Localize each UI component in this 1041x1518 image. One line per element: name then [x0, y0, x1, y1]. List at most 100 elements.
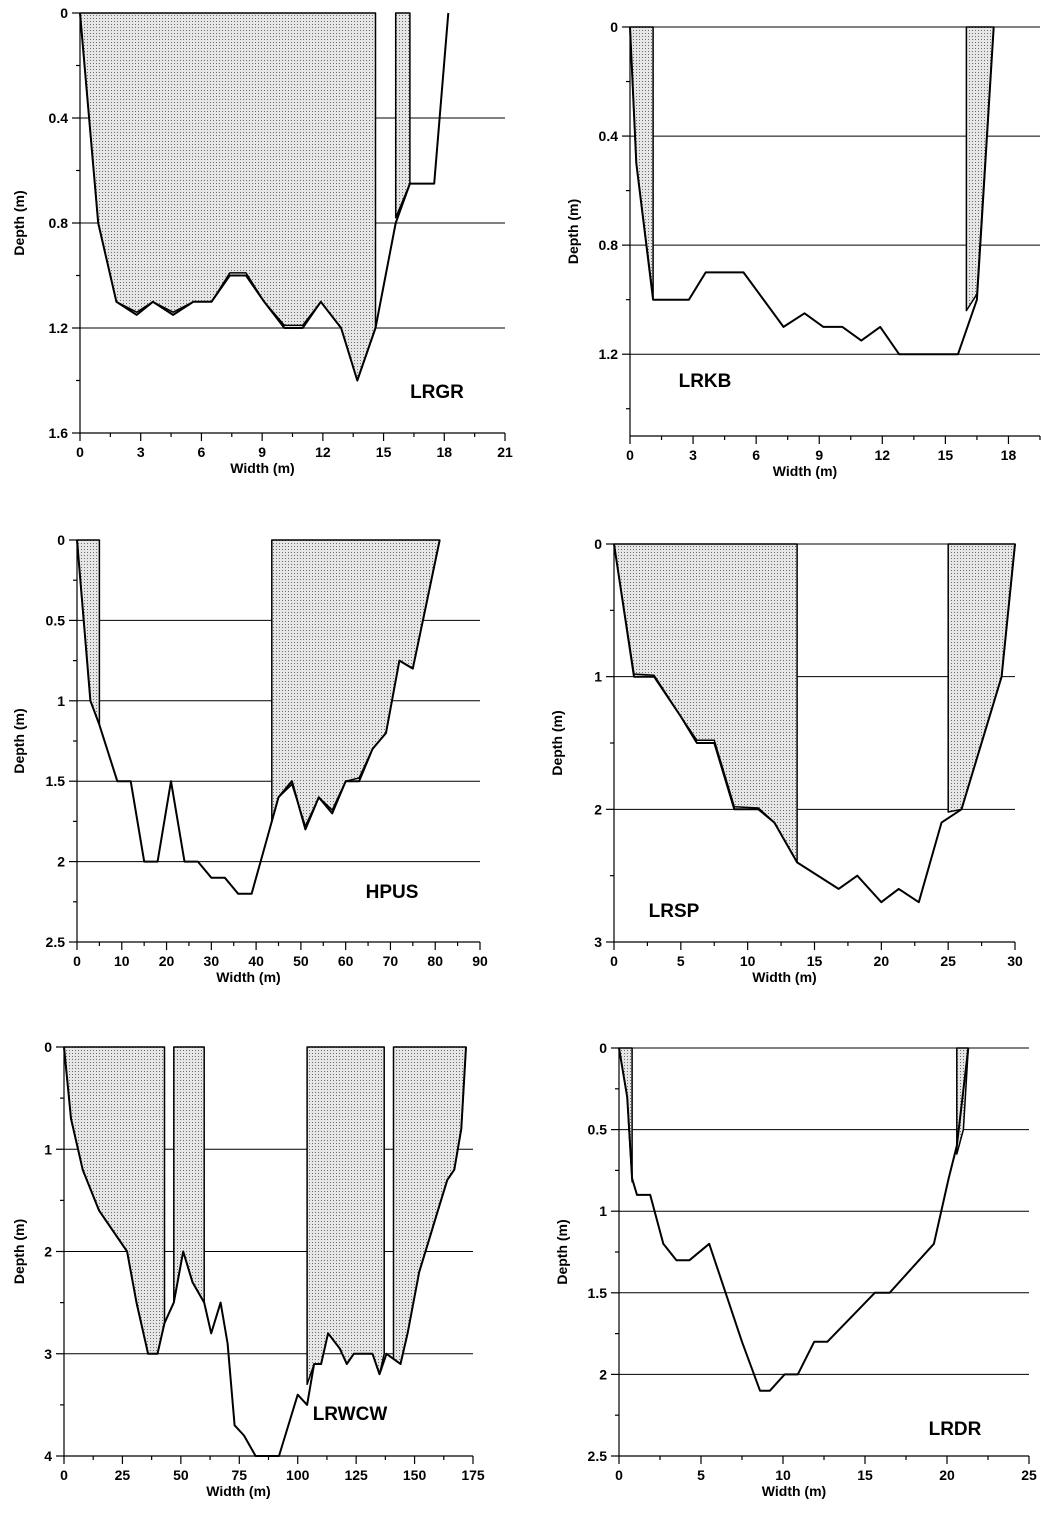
- x-tick-label: 15: [938, 447, 954, 463]
- x-tick-label: 50: [293, 953, 309, 969]
- x-tick-label: 15: [857, 1467, 873, 1483]
- x-tick-label: 6: [198, 444, 206, 460]
- x-tick-label: 15: [376, 444, 392, 460]
- shaded-region-2: [271, 539, 441, 827]
- x-tick-label: 60: [338, 953, 354, 969]
- x-tick-label: 9: [258, 444, 266, 460]
- shaded-region-2: [173, 1046, 205, 1304]
- y-tick-label: 3: [594, 934, 602, 950]
- panel-label: LRDR: [929, 1419, 982, 1440]
- x-tick-label: 3: [689, 447, 697, 463]
- x-tick-label: 20: [874, 953, 890, 969]
- x-tick-label: 20: [939, 1467, 955, 1483]
- x-tick-label: 100: [286, 1467, 310, 1483]
- y-axis-title: Depth (m): [11, 1219, 27, 1284]
- shaded-region-1: [79, 12, 377, 382]
- x-tick-label: 18: [1001, 447, 1017, 463]
- panel-hpus: 0 0.5 1 1.5 2 2.5 0 10 20 30 40 50 60 70 80 90 Width (m)…: [11, 532, 488, 985]
- y-tick-label: 2.5: [588, 1448, 608, 1464]
- x-tick-label: 0: [626, 447, 634, 463]
- y-tick-label: 2: [599, 1366, 607, 1382]
- shaded-region-2: [965, 26, 995, 312]
- y-axis-title: Depth (m): [554, 1219, 570, 1284]
- x-tick-label: 150: [403, 1467, 427, 1483]
- panel-label: LRGR: [410, 382, 464, 403]
- x-tick-label: 0: [76, 444, 84, 460]
- y-tick-label: 1: [44, 1141, 52, 1157]
- shaded-region-1: [613, 543, 798, 864]
- bed-profile-line: [613, 543, 1016, 904]
- bed-profile-line: [63, 1046, 467, 1457]
- y-tick-label: 1.5: [588, 1285, 608, 1301]
- x-tick-label: 12: [315, 444, 331, 460]
- y-tick-label: 0: [599, 1040, 607, 1056]
- x-axis-title: Width (m): [773, 463, 837, 479]
- y-tick-label: 1.2: [49, 320, 69, 336]
- y-tick-label: 1: [594, 669, 602, 685]
- x-axis-title: Width (m): [206, 1483, 270, 1499]
- x-tick-label: 40: [248, 953, 264, 969]
- panel-lrkb: 0 0.4 0.8 1.2 0 3 6 9 12 15 18 Width (m) Depth (m) LR…: [565, 19, 1041, 479]
- x-tick-label: 30: [1007, 953, 1023, 969]
- y-tick-label: 1.2: [599, 346, 619, 362]
- y-tick-label: 2.5: [46, 934, 66, 950]
- x-tick-label: 50: [173, 1467, 189, 1483]
- bed-profile-line: [618, 1047, 970, 1392]
- x-tick-label: 80: [427, 953, 443, 969]
- y-tick-label: 0: [60, 5, 68, 21]
- y-tick-label: 1.6: [49, 425, 69, 441]
- x-tick-label: 20: [159, 953, 175, 969]
- panel-lrgr: 0 0.4 0.8 1.2 1.6 0 3 6 9 12 15 18 21 Width (m) Depth …: [11, 5, 513, 476]
- x-tick-label: 3: [137, 444, 145, 460]
- x-tick-label: 70: [383, 953, 399, 969]
- y-tick-label: 2: [57, 854, 65, 870]
- y-tick-label: 0: [57, 532, 65, 548]
- shaded-region-1: [76, 539, 101, 726]
- x-tick-label: 30: [204, 953, 220, 969]
- bed-profile-line: [76, 539, 441, 895]
- x-tick-label: 25: [940, 953, 956, 969]
- y-tick-label: 0.8: [49, 215, 69, 231]
- x-tick-label: 0: [73, 953, 81, 969]
- y-axis-title: Depth (m): [11, 190, 27, 255]
- x-tick-label: 5: [677, 953, 685, 969]
- y-tick-label: 2: [44, 1244, 52, 1260]
- x-tick-label: 9: [815, 447, 823, 463]
- y-tick-label: 0.4: [49, 110, 69, 126]
- x-tick-label: 75: [231, 1467, 247, 1483]
- x-axis-title: Width (m): [216, 969, 280, 985]
- x-tick-label: 18: [436, 444, 452, 460]
- y-tick-label: 1: [599, 1203, 607, 1219]
- y-tick-label: 0: [594, 536, 602, 552]
- shaded-region-1: [629, 26, 654, 298]
- x-tick-label: 0: [615, 1467, 623, 1483]
- y-tick-label: 0: [44, 1039, 52, 1055]
- x-tick-label: 0: [60, 1467, 68, 1483]
- panel-label: LRKB: [679, 371, 732, 392]
- panel-label: LRSP: [649, 901, 700, 922]
- shaded-region-3: [306, 1046, 385, 1386]
- y-tick-label: 0: [610, 19, 618, 35]
- y-tick-label: 0.5: [46, 612, 66, 628]
- x-tick-label: 15: [807, 953, 823, 969]
- y-tick-label: 0.4: [599, 128, 619, 144]
- panel-label: LRWCW: [313, 1404, 388, 1425]
- x-tick-label: 90: [472, 953, 488, 969]
- panel-label: HPUS: [366, 882, 419, 903]
- x-tick-label: 175: [461, 1467, 485, 1483]
- panel-lrdr: 0 0.5 1 1.5 2 2.5 0 5 10 15 20 25 Width (m) Depth (m)…: [554, 1040, 1037, 1499]
- y-tick-label: 1.5: [46, 773, 66, 789]
- x-tick-label: 10: [775, 1467, 791, 1483]
- shaded-region-4: [392, 1046, 467, 1365]
- y-axis-title: Depth (m): [549, 710, 565, 775]
- x-tick-label: 25: [1021, 1467, 1037, 1483]
- x-tick-label: 125: [344, 1467, 368, 1483]
- y-axis-title: Depth (m): [565, 199, 581, 264]
- y-tick-label: 4: [44, 1448, 52, 1464]
- y-tick-label: 1: [57, 693, 65, 709]
- x-axis-title: Width (m): [762, 1483, 826, 1499]
- x-tick-label: 0: [610, 953, 618, 969]
- x-tick-label: 5: [697, 1467, 705, 1483]
- y-tick-label: 2: [594, 801, 602, 817]
